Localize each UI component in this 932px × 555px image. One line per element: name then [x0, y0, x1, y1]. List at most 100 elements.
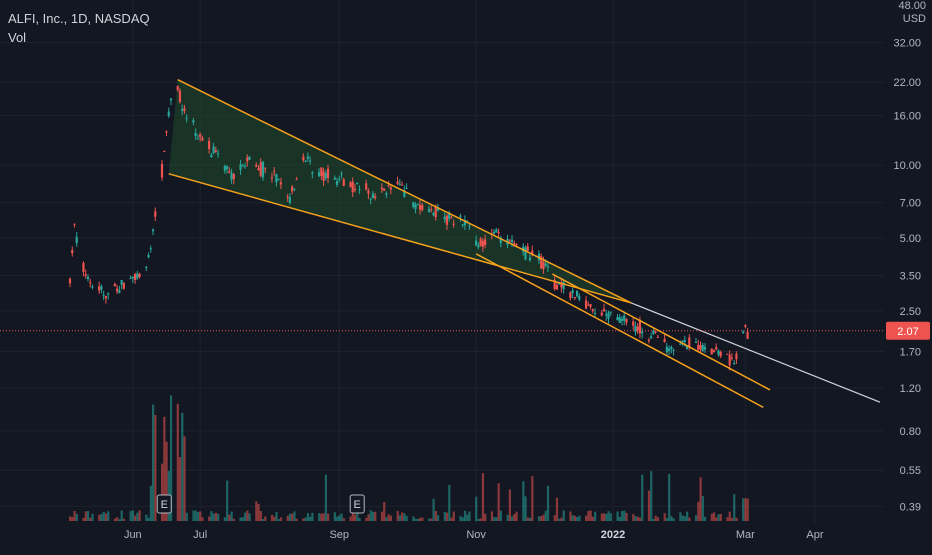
volume-bar — [185, 512, 188, 521]
volume-bar — [605, 513, 608, 521]
volume-bar — [356, 512, 359, 521]
volume-bar — [86, 511, 90, 521]
volume-bar — [277, 519, 280, 521]
candle-body — [650, 336, 653, 339]
candle-body — [468, 225, 471, 227]
volume-bar — [542, 514, 545, 521]
volume-bar — [389, 515, 393, 521]
volume-bar — [286, 515, 289, 521]
volume-bar — [569, 511, 572, 521]
candle-body — [584, 300, 588, 309]
price-tick-label: 0.55 — [900, 465, 921, 477]
volume-bar — [515, 511, 518, 521]
volume-bar — [746, 498, 749, 521]
candle-body — [430, 209, 433, 211]
candle-body — [416, 204, 419, 206]
candle-body — [102, 294, 105, 296]
candle-body — [398, 183, 401, 185]
volume-bar — [131, 510, 135, 521]
candle-body — [232, 173, 235, 180]
candle-body — [546, 266, 550, 268]
volume-bar — [589, 510, 592, 521]
candle-body — [118, 290, 121, 293]
candle-body — [273, 170, 276, 172]
volume-label[interactable]: Vol — [8, 30, 27, 45]
price-tick-label: 10.00 — [893, 160, 921, 172]
candle-body — [531, 250, 534, 255]
candle-body — [389, 187, 392, 190]
candle-body — [638, 320, 642, 334]
candle-body — [634, 325, 637, 332]
volume-bar — [717, 514, 720, 521]
candle-body — [605, 314, 608, 316]
candle-body — [104, 296, 108, 299]
volume-bar — [414, 518, 417, 521]
volume-bar — [430, 518, 433, 521]
candle-body — [82, 262, 85, 272]
volume-bar — [450, 517, 453, 521]
time-tick-label: Jun — [124, 529, 142, 541]
breakout-extension-line — [630, 302, 881, 403]
grid — [0, 0, 884, 524]
candle-body — [291, 186, 294, 192]
volume-bar — [432, 498, 435, 521]
volume-bar — [728, 511, 731, 521]
earnings-marker[interactable]: E — [156, 494, 172, 514]
volume-bar — [679, 512, 682, 521]
candle-body — [694, 342, 698, 344]
volume-bar — [650, 471, 653, 521]
earnings-marker[interactable]: E — [349, 494, 365, 514]
candle-body — [320, 167, 323, 176]
volume-bar — [562, 510, 565, 521]
symbol-title[interactable]: ALFI, Inc., 1D, NASDAQ — [8, 11, 150, 26]
volume-bar — [288, 513, 292, 521]
volume-bar — [291, 513, 294, 521]
volume-bar — [138, 510, 141, 521]
candle-body — [340, 173, 343, 175]
candle-body — [317, 172, 321, 177]
volume-bar — [349, 516, 352, 521]
candle-body — [145, 266, 148, 268]
volume-bar — [419, 517, 422, 521]
volume-bar — [461, 517, 464, 521]
candle-body — [151, 229, 155, 232]
candle-body — [371, 193, 375, 199]
candle-body — [703, 346, 707, 350]
candle-body — [688, 337, 691, 348]
volume-bar — [587, 511, 590, 521]
price-tick-label: 7.00 — [900, 198, 921, 210]
volume-bar — [681, 515, 684, 521]
trendlines[interactable] — [0, 79, 884, 409]
volume-bar — [226, 480, 229, 521]
volume-bar — [672, 518, 675, 521]
volume-bar — [353, 514, 357, 521]
candle-body — [131, 276, 134, 279]
volume-bar — [333, 512, 336, 521]
candle-body — [544, 263, 547, 266]
candle-body — [293, 188, 296, 190]
candle-body — [492, 231, 496, 234]
volume-bar — [309, 516, 312, 521]
volume-bar — [194, 510, 197, 521]
volume-bar — [383, 502, 386, 521]
candle-body — [374, 196, 377, 199]
candle-body — [243, 165, 247, 167]
volume-bar — [526, 517, 529, 521]
channel-upper-line — [552, 273, 771, 391]
candle-body — [353, 188, 357, 191]
volume-bar — [214, 512, 218, 521]
volume-bar — [544, 510, 547, 521]
candle-body — [558, 282, 561, 285]
price-axis-top-label: 48.00 — [898, 0, 926, 12]
candle-body — [405, 188, 408, 190]
candle-body — [192, 120, 195, 123]
price-tick-label: 32.00 — [893, 38, 921, 50]
volume-bar — [479, 518, 482, 521]
volume-bar — [459, 515, 462, 521]
candle-body — [387, 185, 390, 187]
candle-body — [481, 240, 484, 247]
candle-body — [681, 340, 684, 343]
